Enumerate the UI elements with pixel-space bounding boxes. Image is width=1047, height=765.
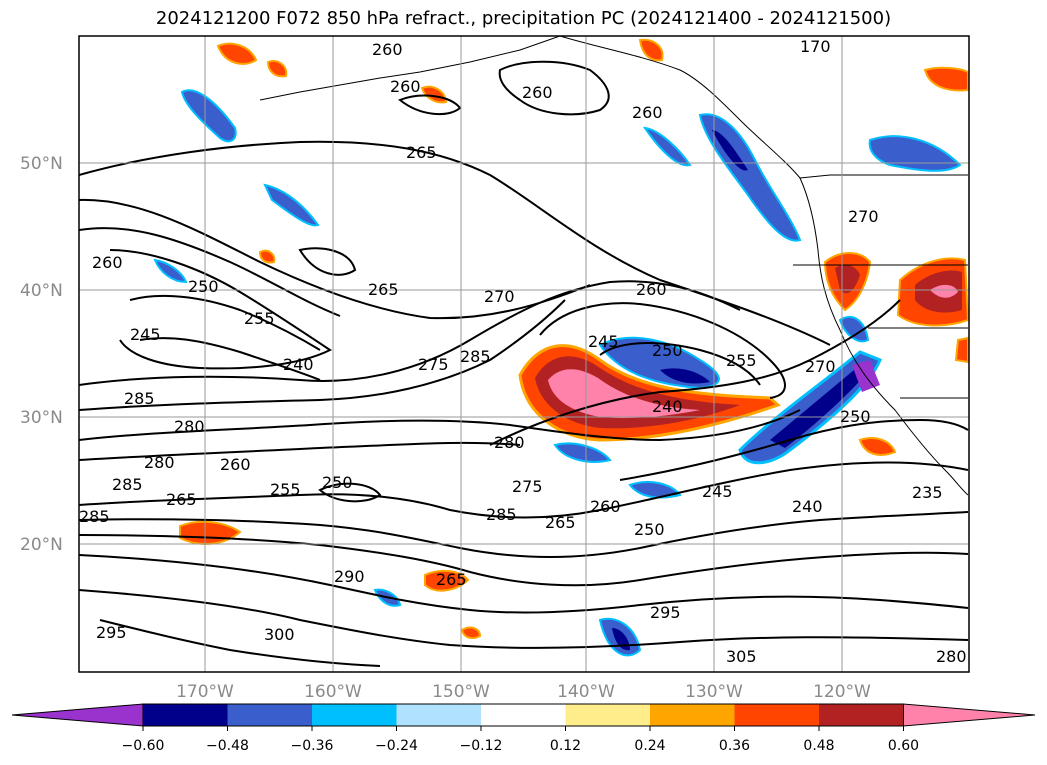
contour-label: 260	[590, 497, 621, 516]
contour-label: 255	[270, 480, 301, 499]
contour-label: 260	[220, 455, 251, 474]
lon-label: 120°W	[813, 682, 871, 702]
colorbar-tick-label: −0.24	[375, 738, 418, 754]
colorbar-swatch	[396, 704, 482, 726]
latitude-axis: 50°N 40°N 30°N 20°N	[20, 154, 63, 555]
contour-label: 260	[632, 103, 663, 122]
colorbar-tick-label: 0.60	[888, 738, 919, 754]
contour-label: 275	[418, 355, 449, 374]
contour-label: 260	[636, 280, 667, 299]
contour-label: 250	[840, 407, 871, 426]
lat-label: 50°N	[20, 154, 63, 174]
contour-label: 245	[702, 482, 733, 501]
contour-label: 265	[406, 143, 437, 162]
map-title: 2024121200 F072 850 hPa refract., precip…	[155, 8, 892, 29]
contour-label: 285	[460, 347, 491, 366]
contour-label: 265	[436, 570, 467, 589]
colorbar-extend-min	[11, 703, 144, 727]
colorbar-extend-max	[903, 703, 1036, 727]
colorbar: −0.60 −0.48 −0.36 −0.24 −0.12 0.12 0.24 0.36 0.4…	[11, 703, 1036, 754]
contour-label: 290	[334, 567, 365, 586]
lon-label: 140°W	[557, 682, 615, 702]
colorbar-tick-label: 0.36	[719, 738, 750, 754]
contour-label: 240	[792, 497, 823, 516]
contour-label: 280	[936, 647, 967, 666]
lon-label: 170°W	[176, 682, 234, 702]
lat-label: 30°N	[20, 408, 63, 428]
contour-label: 260	[522, 83, 553, 102]
contour-label: 280	[144, 453, 175, 472]
contour-label: 285	[124, 389, 155, 408]
colorbar-swatch	[819, 704, 904, 726]
contour-label: 245	[588, 332, 619, 351]
contour-label: 255	[726, 351, 757, 370]
contour-label: 265	[368, 280, 399, 299]
contour-label: 260	[390, 77, 421, 96]
colorbar-swatch	[227, 704, 313, 726]
contour-label: 170	[800, 37, 831, 56]
lat-label: 20°N	[20, 535, 63, 555]
longitude-axis: 170°W 160°W 150°W 140°W 130°W 120°W	[176, 682, 871, 702]
precipitation-shading	[153, 38, 969, 657]
contour-label: 250	[652, 341, 683, 360]
contour-label: 250	[322, 473, 353, 492]
contour-label: 305	[726, 647, 757, 666]
colorbar-swatch	[650, 704, 735, 726]
contour-label: 245	[130, 325, 161, 344]
contour-label: 295	[650, 603, 681, 622]
colorbar-swatch	[143, 704, 228, 726]
contour-label: 280	[494, 433, 525, 452]
contour-label: 285	[112, 475, 143, 494]
lon-label: 130°W	[685, 682, 743, 702]
contour-label: 260	[372, 40, 403, 59]
contour-label: 240	[283, 355, 314, 374]
colorbar-tick-label: 0.24	[634, 738, 665, 754]
colorbar-frame	[142, 703, 904, 727]
lat-label: 40°N	[20, 281, 63, 301]
contour-label: 285	[79, 507, 110, 526]
contour-label: 265	[545, 513, 576, 532]
colorbar-tick-label: 0.12	[550, 738, 581, 754]
colorbar-swatch	[734, 704, 820, 726]
graticule-grid	[79, 36, 969, 672]
contour-label: 265	[166, 490, 197, 509]
contour-label: 300	[264, 625, 295, 644]
colorbar-swatch	[312, 704, 397, 726]
contour-label: 250	[188, 277, 219, 296]
contour-label: 250	[634, 520, 665, 539]
contour-label: 270	[484, 287, 515, 306]
contour-label: 255	[244, 309, 275, 328]
contour-label: 270	[848, 207, 879, 226]
contour-label: 260	[92, 253, 123, 272]
contour-label: 270	[805, 357, 836, 376]
lon-label: 160°W	[304, 682, 362, 702]
contour-label: 275	[512, 477, 543, 496]
contour-label: 285	[486, 505, 517, 524]
colorbar-swatch	[481, 704, 566, 726]
contour-label: 235	[912, 483, 943, 502]
colorbar-tick-label: −0.48	[206, 738, 249, 754]
colorbar-tick-label: −0.60	[122, 738, 165, 754]
map-frame	[78, 35, 970, 673]
colorbar-tick-label: −0.36	[291, 738, 334, 754]
lon-label: 150°W	[432, 682, 490, 702]
contour-label: 280	[174, 417, 205, 436]
colorbar-tick-label: −0.12	[460, 738, 503, 754]
colorbar-tick-label: 0.48	[803, 738, 834, 754]
colorbar-swatch	[565, 704, 651, 726]
contour-label: 240	[652, 397, 683, 416]
coastlines	[259, 36, 969, 496]
contour-label: 295	[96, 623, 127, 642]
